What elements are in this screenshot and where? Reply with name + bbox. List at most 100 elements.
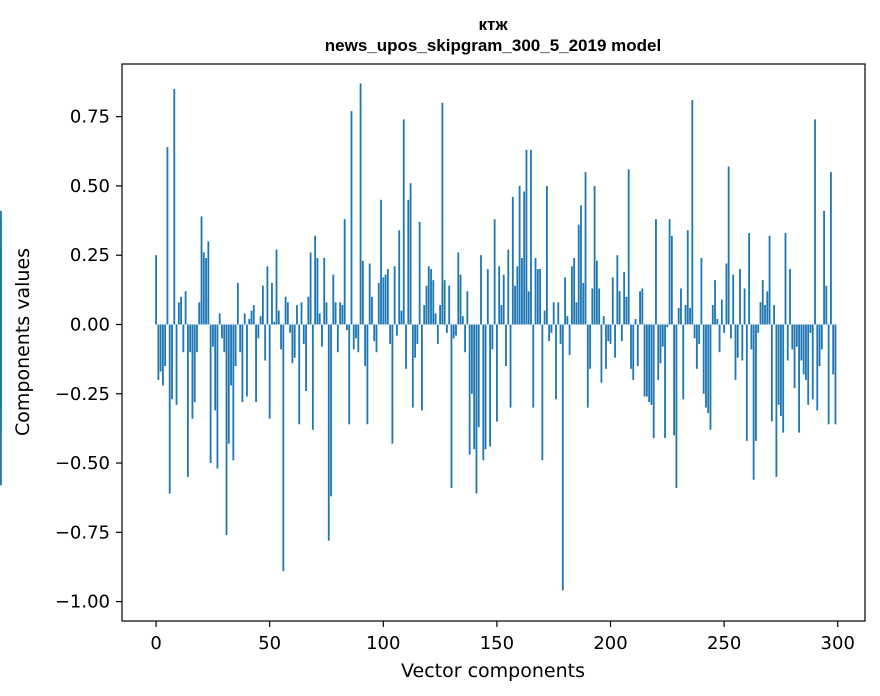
bar	[430, 269, 432, 325]
bar	[277, 310, 280, 325]
bar	[820, 324, 823, 350]
bar	[207, 241, 210, 325]
bar	[759, 302, 762, 325]
bar	[393, 266, 396, 325]
y-tick-label: 0.50	[70, 176, 110, 197]
bar	[575, 302, 578, 325]
bar	[332, 274, 335, 325]
bar	[732, 274, 735, 325]
bar	[211, 324, 214, 347]
bar	[477, 324, 480, 428]
bar	[557, 302, 560, 325]
bar	[768, 235, 771, 325]
bar	[591, 288, 594, 325]
bar	[236, 282, 239, 325]
bar	[507, 249, 510, 325]
bar	[468, 324, 471, 455]
bar	[802, 324, 805, 375]
bar	[634, 318, 637, 325]
bar	[580, 205, 582, 325]
bar	[168, 324, 171, 494]
bar	[677, 307, 680, 325]
bar	[684, 305, 687, 325]
bar	[725, 263, 728, 325]
bar	[620, 324, 623, 342]
bar	[693, 324, 696, 339]
bar	[273, 321, 276, 325]
bar	[380, 199, 382, 325]
bar	[377, 282, 380, 325]
bar	[225, 324, 228, 536]
x-tick-label: 50	[258, 633, 281, 654]
bar	[184, 291, 187, 325]
bar	[680, 288, 682, 325]
bar	[425, 285, 428, 325]
bar	[607, 324, 610, 342]
bar	[200, 216, 203, 325]
bar	[777, 324, 780, 405]
bar	[171, 324, 173, 400]
y-tick-label: −1.00	[55, 592, 110, 613]
bar	[611, 277, 614, 325]
bar	[566, 316, 569, 325]
bar	[457, 252, 460, 325]
bar	[814, 119, 816, 325]
bar	[516, 266, 519, 325]
y-tick-label: −0.75	[55, 522, 110, 543]
bar	[786, 324, 789, 361]
bar	[259, 316, 262, 325]
bar	[223, 324, 226, 353]
bar	[520, 257, 523, 325]
bar	[339, 302, 342, 325]
bar	[834, 324, 837, 425]
bar	[427, 266, 430, 325]
bar	[448, 285, 451, 325]
bar	[616, 255, 619, 325]
bar	[727, 166, 730, 325]
bar	[716, 318, 719, 325]
bar	[300, 302, 303, 325]
bar	[466, 291, 469, 325]
bar	[250, 310, 253, 325]
bar	[452, 324, 455, 339]
bar	[357, 324, 360, 353]
chart-subtitle: news_upos_skipgram_300_5_2019 model	[325, 36, 661, 55]
bar	[439, 305, 442, 325]
bar	[166, 147, 169, 325]
bar	[661, 324, 664, 347]
bar	[400, 310, 403, 325]
bar	[239, 324, 242, 353]
bar	[371, 296, 373, 325]
bar	[366, 324, 369, 425]
bar	[570, 266, 573, 325]
bar	[398, 230, 401, 325]
bar	[325, 302, 328, 325]
bar	[800, 324, 803, 361]
bar	[523, 191, 526, 325]
bar	[177, 302, 180, 325]
bar	[655, 219, 657, 325]
bar	[189, 324, 192, 353]
bar	[268, 324, 271, 419]
bar	[709, 324, 712, 430]
bar	[314, 235, 317, 325]
bar	[209, 324, 212, 464]
bar	[248, 318, 251, 325]
bar	[284, 296, 287, 325]
bar	[216, 324, 219, 469]
bar	[766, 291, 769, 325]
bar	[550, 324, 553, 333]
bar	[336, 324, 339, 353]
bar	[809, 324, 812, 333]
bar	[348, 324, 351, 425]
bar	[541, 324, 544, 461]
x-axis-ticks: 0 50 100 150 200 250 300	[150, 621, 855, 654]
bar	[561, 324, 564, 591]
bar	[605, 324, 607, 369]
bar	[193, 324, 196, 403]
plot-frame	[121, 63, 866, 622]
bar	[825, 285, 828, 325]
bar	[764, 305, 766, 325]
bar	[489, 324, 491, 447]
